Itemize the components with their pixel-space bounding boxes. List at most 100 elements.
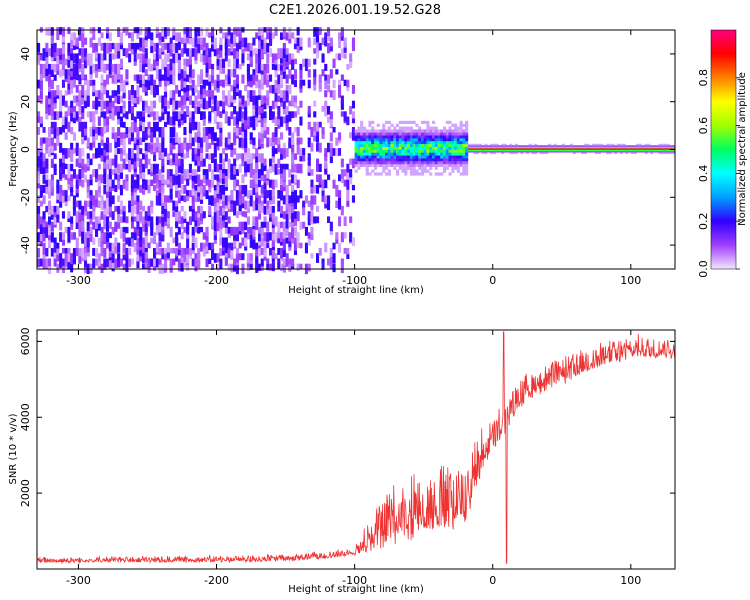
spectrogram-cell [92, 42, 96, 53]
spectrogram-cell [147, 79, 151, 90]
spectrogram-cell [409, 172, 413, 176]
spectrogram-cell [282, 90, 286, 101]
spectrogram-cell [470, 150, 474, 153]
spectrogram-cell [67, 232, 71, 243]
spectrogram-cell [263, 174, 267, 184]
spectrogram-cell [470, 145, 474, 147]
spectrogram-cell [304, 226, 308, 236]
spectrogram-cell [409, 140, 413, 145]
spectrogram-cell [277, 190, 281, 199]
spectrogram-cell [393, 155, 397, 159]
spectrogram-cell [153, 237, 157, 244]
spectrogram-cell [349, 132, 353, 139]
spectrogram-cell [180, 48, 184, 57]
spectrogram-cell [288, 221, 292, 228]
spectrogram-cell [202, 48, 206, 56]
spectrogram-cell [183, 111, 187, 118]
spectrogram-cell [354, 158, 358, 162]
spectrogram-cell [191, 195, 195, 203]
spectrogram-cell [64, 248, 68, 254]
spectrogram-cell [302, 58, 306, 67]
spectrogram-cell [142, 58, 146, 65]
spectrogram-cell [172, 27, 176, 36]
spectrogram-cell [556, 149, 560, 152]
spectrogram-cell [570, 148, 574, 150]
spectrogram-cell [100, 232, 104, 241]
spectrogram-cell [158, 258, 162, 265]
spectrogram-cell [208, 184, 212, 193]
spectrogram-cell [271, 248, 275, 259]
spectrogram-cell [45, 184, 49, 195]
spectrogram-cell [37, 79, 41, 89]
spectrogram-cell [299, 221, 303, 230]
spectrogram-cell [117, 69, 121, 80]
spectrogram-cell [180, 184, 184, 195]
spectrogram-cell [393, 140, 397, 145]
spectrogram-cell [213, 158, 217, 168]
spectrogram-cell [233, 179, 237, 187]
spectrogram-cell [652, 146, 656, 149]
spectrogram-cell [661, 146, 665, 149]
spectrogram-cell [191, 37, 195, 48]
spectrogram-cell [332, 242, 336, 250]
spectrogram-cell [434, 135, 438, 139]
spectrogram-cell [197, 121, 201, 132]
spectrogram-cell [293, 216, 297, 227]
spectrogram-cell [169, 169, 173, 177]
spectrogram-cell [285, 258, 289, 267]
spectrogram-cell [219, 132, 223, 140]
spectrogram-cell [219, 258, 223, 269]
spectrogram-cell [423, 129, 427, 133]
spectrogram-cell [407, 129, 411, 133]
spectrogram-cell [506, 149, 510, 152]
spectrogram-cell [396, 129, 400, 133]
spectrogram-cell [155, 32, 159, 38]
spectrogram-cell [415, 152, 419, 156]
spectrogram-cell [658, 148, 662, 150]
spectrogram-cell [72, 53, 76, 64]
spectrogram-cell [211, 242, 215, 250]
spectrogram-cell [117, 174, 121, 182]
spectrogram-cell [277, 205, 281, 212]
spectrogram-cell [67, 58, 71, 68]
spectrogram-cell [70, 190, 74, 197]
spectrogram-cell [440, 135, 444, 139]
spectrogram-cell [374, 152, 378, 156]
spectrogram-cell [669, 149, 673, 152]
spectrogram-cell [183, 195, 187, 203]
spectrogram-cell [86, 85, 90, 96]
spectrogram-cell [385, 129, 389, 133]
spectrogram-cell [183, 63, 187, 72]
spectrogram-cell [387, 140, 391, 145]
spectrogram-cell [606, 152, 610, 155]
spectrogram-cell [476, 143, 480, 146]
spectrogram-cell [307, 106, 311, 114]
spectrogram-cell [150, 111, 154, 117]
spectrogram-cell [310, 179, 314, 187]
spectrogram-cell [393, 138, 397, 142]
spectrogram-cell [343, 248, 347, 254]
spectrogram-cell [459, 123, 463, 127]
spectrogram-cell [233, 200, 237, 210]
spectrogram-cell [354, 161, 358, 165]
spectrogram-cell [329, 69, 333, 79]
spectrogram-cell [459, 146, 463, 150]
spectrogram-cell [194, 48, 198, 54]
spectrogram-cell [360, 163, 364, 167]
spectrogram-cell [542, 149, 546, 152]
spectrogram-cell [443, 149, 447, 153]
spectrogram-cell [45, 74, 49, 82]
spectrogram-cell [59, 253, 63, 259]
spectrogram-cell [194, 106, 198, 114]
spectrogram-cell [249, 42, 253, 51]
spectrogram-cell [45, 95, 49, 104]
spectrogram-cell [186, 179, 190, 186]
spectrogram-cell [282, 148, 286, 158]
spectrogram-cell [365, 158, 369, 162]
spectrogram-cell [420, 140, 424, 145]
spectrogram-cell [465, 140, 469, 145]
spectrogram-cell [448, 155, 452, 159]
spectrogram-cell [374, 129, 378, 133]
